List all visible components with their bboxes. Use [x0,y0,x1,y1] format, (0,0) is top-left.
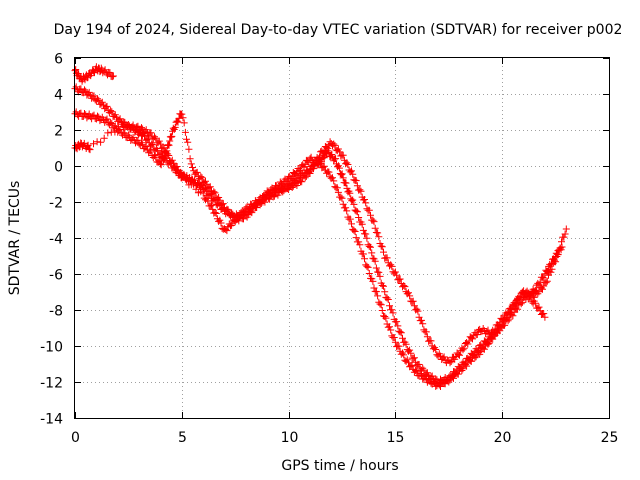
plot-frame [74,57,610,419]
x-tick-label-1: 5 [178,430,187,446]
chart-title: Day 194 of 2024, Sidereal Day-to-day VTE… [54,22,623,38]
y-tick-label-2: 2 [54,124,63,140]
y-tick-label-4: -2 [49,196,63,212]
y-tick-label-3: 0 [54,160,63,176]
y-tick-label-5: -4 [49,232,63,248]
y-tick-label-7: -8 [49,304,63,320]
y-axis-label: SDTVAR / TECUs [7,181,23,296]
x-tick-label-0: 0 [71,430,80,446]
y-tick-label-0: 6 [54,52,63,68]
y-tick-label-1: 4 [54,88,63,104]
y-tick-label-9: -12 [40,376,63,392]
x-axis-ticks: 0 5 10 15 20 25 [71,58,618,446]
y-axis-ticks: 6 4 2 0 -2 -4 -6 -8 -10 -12 -14 [40,52,609,428]
x-axis-label: GPS time / hours [281,458,398,474]
data-points [71,63,570,390]
grid-lines [75,58,609,418]
x-tick-label-2: 10 [281,430,299,446]
x-tick-label-3: 15 [387,430,405,446]
x-tick-label-5: 25 [601,430,619,446]
y-tick-label-6: -6 [49,268,63,284]
y-tick-label-8: -10 [40,340,63,356]
x-tick-label-4: 20 [494,430,512,446]
y-tick-label-10: -14 [40,412,63,428]
